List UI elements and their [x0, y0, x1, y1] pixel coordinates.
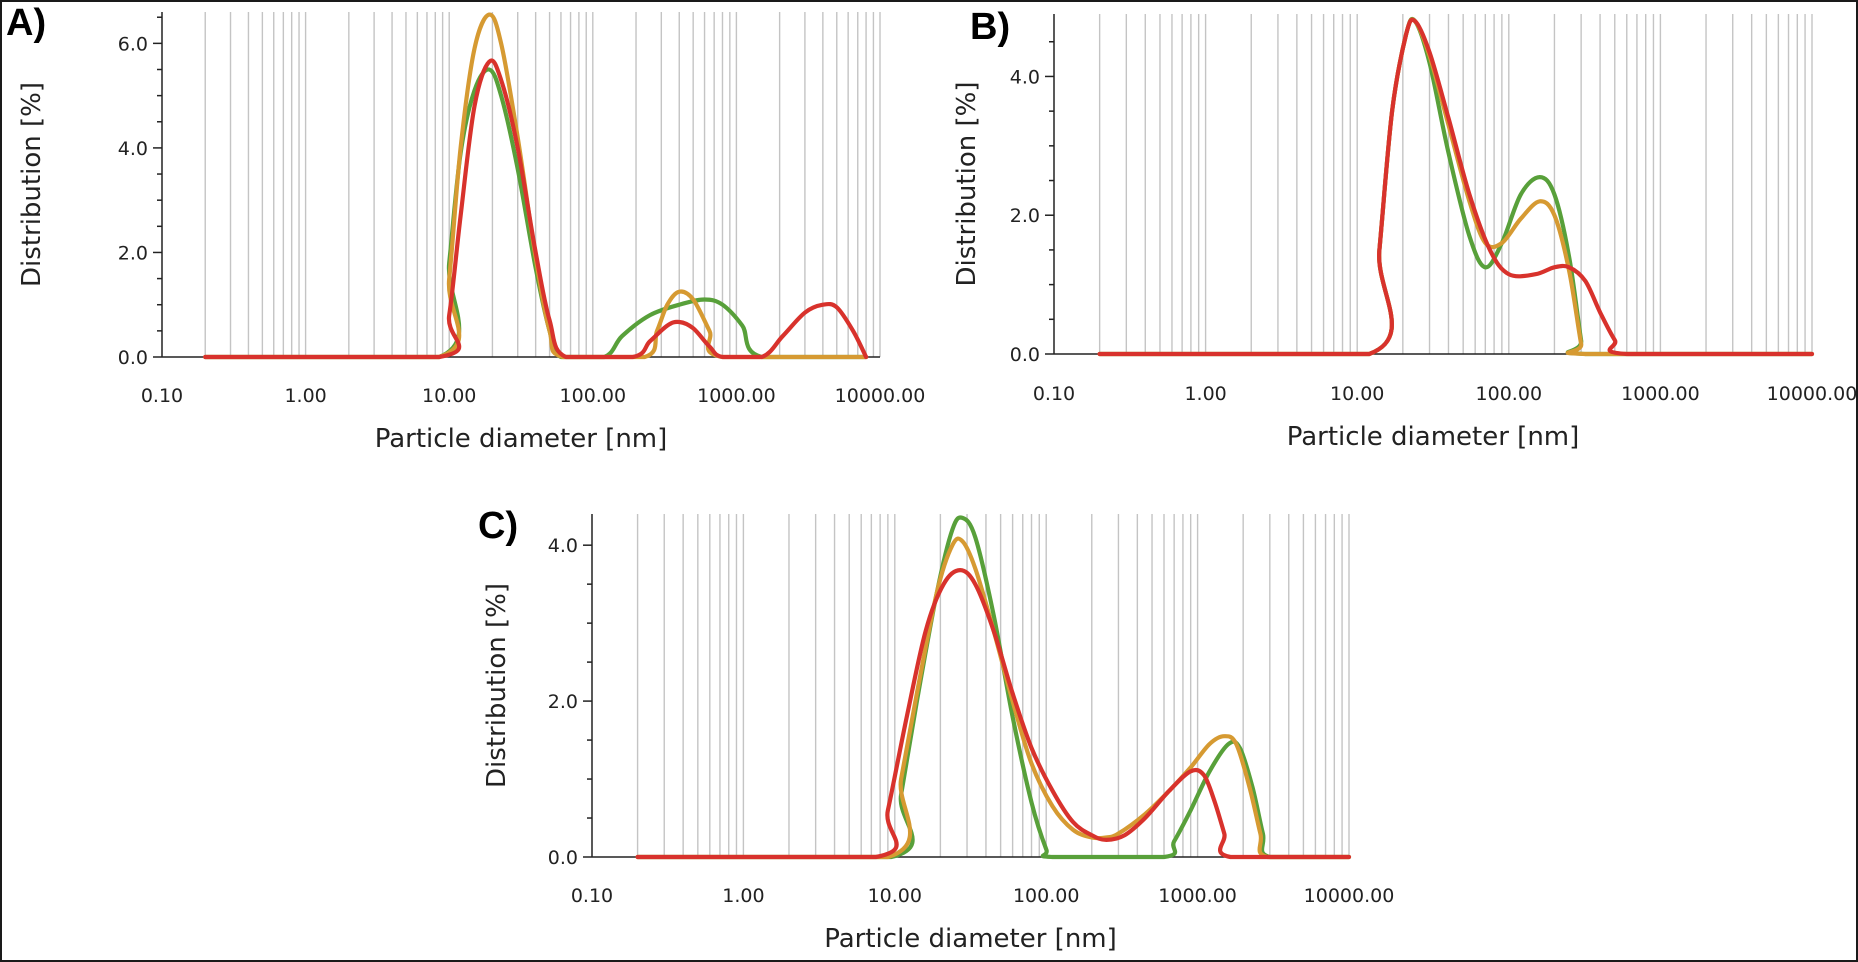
- series-line-green: [1097, 16, 1815, 357]
- y-tick-label: 0.0: [1010, 344, 1040, 366]
- y-tick-label: 6.0: [118, 33, 148, 55]
- y-tick-label: 4.0: [1010, 66, 1040, 88]
- x-axis-title: Particle diameter [nm]: [1287, 422, 1580, 452]
- x-tick-label: 100.00: [1476, 383, 1542, 405]
- x-tick-label: 10.00: [868, 885, 922, 907]
- x-tick-label: 1.00: [284, 385, 326, 407]
- y-tick-label: 0.0: [548, 847, 578, 869]
- y-axis-title: Distribution [%]: [482, 583, 512, 788]
- y-tick-label: 4.0: [118, 138, 148, 160]
- x-tick-label: 10000.00: [1304, 885, 1395, 907]
- y-tick-label: 0.0: [118, 347, 148, 369]
- x-tick-label: 1000.00: [697, 385, 776, 407]
- series-line-orange: [635, 536, 1352, 860]
- x-tick-label: 0.10: [141, 385, 183, 407]
- x-tick-label: 10.00: [422, 385, 476, 407]
- y-tick-label: 2.0: [118, 242, 148, 264]
- gridlines: [636, 514, 1350, 857]
- series-line-red: [635, 568, 1352, 860]
- panel-label-c: C): [478, 505, 519, 547]
- chart-panel-c: 0.0 2.0 4.0 0.10 1.00 10.00 100.00 1000.00 10000…: [467, 502, 1417, 960]
- panel-label-a: A): [6, 2, 47, 44]
- x-tick-label: 10000.00: [835, 385, 926, 407]
- chart-panel-a: 0.0 2.0 4.0 6.0 0.10 1.00 10.00 100.00 1000.00 10…: [2, 2, 925, 454]
- x-tick-label: 10.00: [1330, 383, 1384, 405]
- x-tick-label: 0.10: [1033, 383, 1075, 405]
- x-axis-title: Particle diameter [nm]: [824, 924, 1117, 954]
- y-axis-title: Distribution [%]: [952, 82, 982, 287]
- y-tick-label: 2.0: [1010, 205, 1040, 227]
- y-axis-title: Distribution [%]: [17, 82, 47, 287]
- chart-b-svg: 0.0 2.0 4.0 0.10 1.00 10.00 100.00 1000.00 10000…: [952, 14, 1858, 452]
- x-tick-label: 100.00: [560, 385, 626, 407]
- x-tick-label: 100.00: [1013, 885, 1079, 907]
- x-tick-label: 1000.00: [1621, 383, 1700, 405]
- chart-a-svg: 0.0 2.0 4.0 6.0 0.10 1.00 10.00 100.00 1000.00 10…: [17, 12, 925, 454]
- series-line-green: [635, 515, 1352, 860]
- y-tick-label: 2.0: [548, 691, 578, 713]
- series-line-red: [1097, 17, 1815, 357]
- x-tick-label: 0.10: [571, 885, 613, 907]
- gridlines: [1098, 14, 1813, 354]
- panel-label-b: B): [970, 6, 1011, 48]
- x-tick-label: 1000.00: [1158, 885, 1237, 907]
- x-tick-label: 1.00: [1184, 383, 1226, 405]
- chart-c-svg: 0.0 2.0 4.0 0.10 1.00 10.00 100.00 1000.00 10000…: [482, 514, 1395, 954]
- gridlines: [204, 12, 881, 357]
- x-tick-label: 1.00: [722, 885, 764, 907]
- chart-panel-b: 0.0 2.0 4.0 0.10 1.00 10.00 100.00 1000.00 10000…: [937, 2, 1858, 452]
- x-axis-title: Particle diameter [nm]: [375, 424, 668, 454]
- y-tick-label: 4.0: [548, 535, 578, 557]
- series-line-red: [203, 58, 869, 360]
- x-tick-label: 10000.00: [1767, 383, 1858, 405]
